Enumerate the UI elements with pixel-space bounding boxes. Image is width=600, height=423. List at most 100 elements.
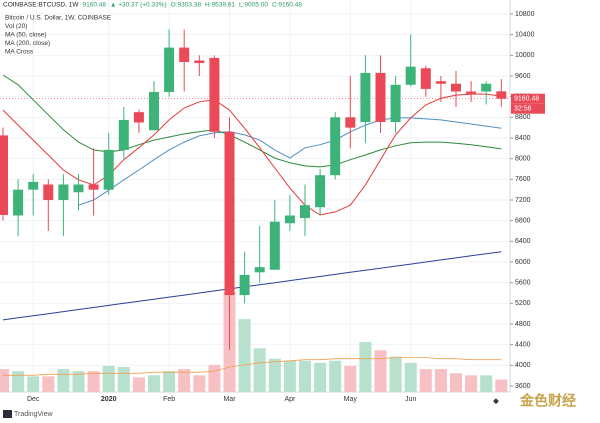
candle-body — [179, 47, 190, 63]
x-tick-label: Mar — [223, 396, 236, 403]
volume-bar — [27, 376, 40, 392]
volume-bar — [208, 364, 221, 392]
candle-body — [209, 57, 220, 132]
ma50-line — [78, 117, 502, 206]
candle-body — [88, 184, 99, 190]
candle-body — [73, 184, 84, 193]
candle-body — [28, 181, 39, 190]
line-layer — [0, 74, 510, 321]
candle-body — [103, 149, 114, 190]
volume-bar — [42, 376, 55, 392]
y-tick-label: 6800 — [515, 218, 531, 225]
y-tick-label: 4400 — [515, 342, 531, 349]
volume-bar — [374, 350, 387, 392]
volume-layer — [0, 292, 508, 392]
candle-body — [13, 189, 24, 216]
volume-ma-line — [3, 357, 502, 376]
volume-bar — [450, 373, 462, 392]
volume-bar — [72, 371, 85, 392]
volume-bar — [268, 358, 281, 392]
ma200-line — [2, 251, 502, 321]
footer: TradingView — [14, 411, 53, 418]
candle-body — [224, 131, 235, 296]
countdown-box — [511, 103, 545, 114]
candle-body — [481, 83, 492, 92]
volume-bar — [193, 375, 206, 392]
candle-body — [43, 184, 54, 200]
x-tick-label: 2020 — [101, 396, 117, 403]
y-tick-label: 7600 — [515, 176, 531, 183]
volume-bar — [238, 319, 251, 392]
header-item: L:9005.00 — [239, 2, 268, 9]
volume-bar — [117, 367, 130, 392]
volume-bar — [404, 362, 417, 392]
candle-body — [390, 84, 401, 122]
y-tick-label: 9600 — [515, 73, 531, 80]
candle-body — [300, 205, 310, 219]
countdown: 32:56 — [514, 106, 532, 113]
header-item: COINBASE:BTCUSD, 1W — [3, 2, 79, 9]
x-tick-label: Apr — [284, 396, 296, 403]
y-tick-label: 10400 — [515, 32, 535, 39]
candle-body — [254, 267, 265, 273]
y-tick-label: 10800 — [515, 11, 535, 18]
volume-bar — [419, 369, 432, 392]
watermark-logo: ◆ — [492, 398, 499, 405]
y-tick-label: 4800 — [515, 321, 531, 328]
legend-item: Bitcoin / U.S. Dollar, 1W, COINBASE — [5, 15, 112, 22]
header-item: C:9160.48 — [272, 2, 302, 9]
candle-body — [345, 117, 356, 128]
candle-layer — [0, 29, 507, 350]
legend-item: Vol (20) — [5, 23, 27, 30]
candle-body — [496, 91, 507, 99]
volume-bar — [87, 371, 100, 392]
legend-item: MA (50, close) — [5, 32, 47, 39]
y-tick-label: 8800 — [515, 114, 531, 121]
volume-bar — [0, 369, 9, 392]
candle-body — [149, 92, 159, 131]
y-tick-label: 10000 — [515, 52, 535, 59]
volume-bar — [344, 365, 357, 392]
footer-logo — [3, 410, 12, 418]
volume-bar — [57, 369, 70, 392]
candle-body — [194, 60, 205, 64]
volume-bar — [12, 371, 25, 392]
y-tick-label: 3600 — [515, 383, 531, 390]
candle-body — [118, 119, 129, 150]
candle-body — [435, 81, 446, 84]
volume-bar — [132, 377, 145, 392]
candle-body — [164, 47, 175, 93]
header-item: H:9539.61 — [205, 2, 235, 9]
legend-item: MA (200, close) — [5, 40, 50, 47]
volume-bar — [163, 371, 176, 392]
candle-body — [239, 274, 250, 296]
volume-bar — [102, 365, 115, 392]
candle-body — [58, 184, 69, 200]
volume-bar — [283, 360, 296, 392]
last-price-box — [511, 93, 545, 104]
ma-cross-fast-line — [2, 93, 502, 216]
x-tick-label: May — [344, 396, 358, 403]
volume-bar — [480, 375, 493, 392]
candle-body — [360, 72, 371, 122]
candle-body — [284, 215, 295, 224]
candle-body — [0, 135, 8, 215]
x-tick-label: Feb — [163, 396, 175, 403]
x-tick-label: Jun — [405, 396, 416, 403]
volume-bar — [495, 379, 508, 392]
volume-bar — [253, 348, 266, 392]
candle-body — [375, 72, 386, 122]
y-tick-label: 8400 — [515, 135, 531, 142]
volume-bar — [329, 360, 342, 392]
legend-item: MA Cross — [5, 49, 34, 56]
candle-body — [133, 112, 144, 123]
last-price-label: 9160.48 — [514, 96, 539, 103]
volume-bar — [178, 369, 191, 392]
y-tick-label: 5200 — [515, 300, 531, 307]
y-tick-label: 7200 — [515, 197, 531, 204]
y-tick-label: 8000 — [515, 156, 531, 163]
volume-bar — [299, 360, 311, 392]
header-item: O:9303.38 — [171, 2, 202, 9]
header-item: ▲ +30.37 (+0.33%) — [110, 2, 167, 9]
